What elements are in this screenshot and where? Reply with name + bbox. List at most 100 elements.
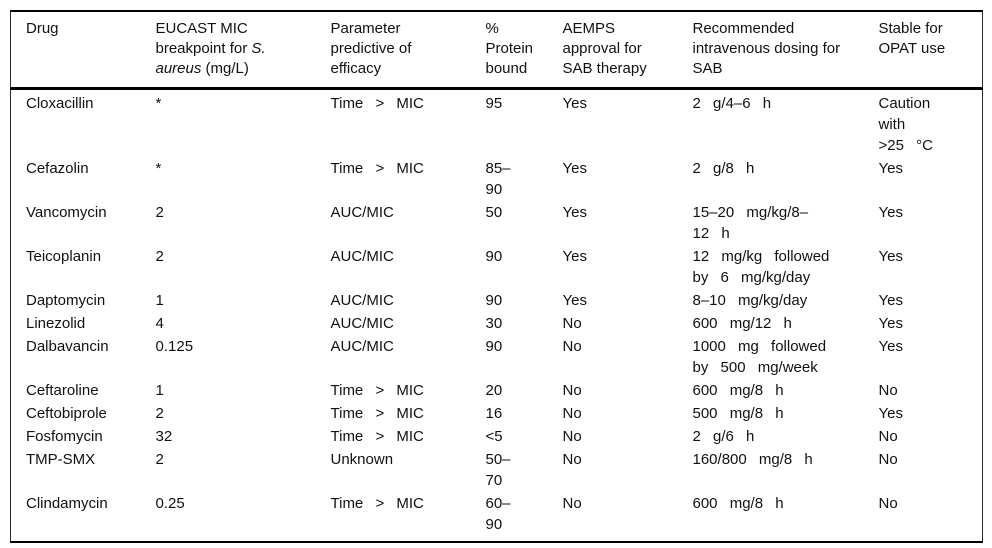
cell-mic: 4 [155,315,164,332]
cell-drug: Fosfomycin [26,428,103,445]
cell-mic: 1 [155,382,164,399]
cell-parameter: AUC/MIC [330,292,394,309]
col-header-dosing: Recommended intravenous dosing for SAB [692,11,879,90]
cell-mic: 2 [155,451,164,468]
cell-drug: Clindamycin [26,495,108,512]
table-row: TMP-SMX 2 Unknown 50– 70 No 160/800 mg/8… [11,448,983,492]
cell-aemps: No [562,382,582,399]
table-row: Ceftaroline 1 Time > MIC 20 No 600 mg/8 … [11,379,983,402]
cell-parameter: Time > MIC [330,95,424,112]
cell-parameter: AUC/MIC [330,338,394,355]
cell-opat: Yes [878,160,903,177]
cell-mic: 0.125 [155,338,194,355]
col-header-protein-bound: % Protein bound [485,11,563,90]
cell-dosing: 12 mg/kg followed by 6 mg/kg/day [692,248,830,286]
cell-aemps: Yes [562,204,587,221]
table-row: Dalbavancin 0.125 AUC/MIC 90 No 1000 mg … [11,335,983,379]
col-header-mic-text: EUCAST MIC breakpoint for [155,20,248,57]
table-row: Vancomycin 2 AUC/MIC 50 Yes 15–20 mg/kg/… [11,201,983,245]
cell-parameter: AUC/MIC [330,204,394,221]
col-header-mic-unit: (mg/L) [201,60,249,77]
cell-protein: 60– 90 [485,495,511,533]
cell-parameter: AUC/MIC [330,248,394,265]
cell-opat: Yes [878,405,903,422]
cell-parameter: Unknown [330,451,394,468]
cell-opat: No [878,451,898,468]
cell-opat: Yes [878,248,903,265]
cell-protein: 85– 90 [485,160,511,198]
cell-parameter: Time > MIC [330,495,424,512]
cell-drug: Cloxacillin [26,95,94,112]
cell-mic: 2 [155,248,164,265]
cell-mic: 2 [155,204,164,221]
cell-parameter: AUC/MIC [330,315,394,332]
table-container: Drug EUCAST MIC breakpoint for S. aureus… [10,10,983,543]
table-row: Fosfomycin 32 Time > MIC <5 No 2 g/6 h N… [11,425,983,448]
col-header-drug: Drug [10,11,156,90]
antibiotic-dosing-table: Drug EUCAST MIC breakpoint for S. aureus… [10,10,983,543]
cell-protein: 90 [485,338,503,355]
cell-protein: 90 [485,248,503,265]
cell-drug: Vancomycin [26,204,107,221]
cell-drug: TMP-SMX [26,451,96,468]
cell-parameter: Time > MIC [330,382,424,399]
cell-parameter: Time > MIC [330,160,424,177]
cell-mic: * [155,160,162,177]
col-header-mic-species: S. aureus [155,40,266,77]
cell-protein: 30 [485,315,503,332]
cell-protein: <5 [485,428,503,445]
cell-opat: No [878,495,898,512]
cell-dosing: 600 mg/12 h [692,315,792,332]
cell-aemps: No [562,495,582,512]
table-row: Ceftobiprole 2 Time > MIC 16 No 500 mg/8… [11,402,983,425]
table-row: Cefazolin * Time > MIC 85– 90 Yes 2 g/8 … [11,157,983,201]
cell-drug: Linezolid [26,315,86,332]
cell-drug: Ceftobiprole [26,405,107,422]
cell-dosing: 2 g/6 h [692,428,755,445]
cell-dosing: 2 g/8 h [692,160,755,177]
cell-protein: 50 [485,204,503,221]
cell-mic: 1 [155,292,164,309]
cell-aemps: Yes [562,160,587,177]
cell-opat: No [878,428,898,445]
table-row: Cloxacillin * Time > MIC 95 Yes 2 g/4–6 … [11,89,983,158]
cell-parameter: Time > MIC [330,405,424,422]
cell-mic: 0.25 [155,495,185,512]
cell-dosing: 600 mg/8 h [692,382,784,399]
cell-aemps: Yes [562,292,587,309]
cell-protein: 95 [485,95,503,112]
cell-mic: * [155,95,162,112]
cell-dosing: 160/800 mg/8 h [692,451,813,468]
col-header-parameter: Parameter predictive of efficacy [330,11,486,90]
cell-protein: 90 [485,292,503,309]
cell-opat: Yes [878,204,903,221]
col-header-opat: Stable for OPAT use [878,11,983,90]
table-row: Linezolid 4 AUC/MIC 30 No 600 mg/12 h Ye… [11,312,983,335]
col-header-mic-breakpoint: EUCAST MIC breakpoint for S. aureus (mg/… [155,11,331,90]
cell-mic: 32 [155,428,173,445]
cell-protein: 20 [485,382,503,399]
cell-aemps: Yes [562,248,587,265]
cell-opat: Yes [878,315,903,332]
cell-dosing: 600 mg/8 h [692,495,784,512]
cell-protein: 16 [485,405,503,422]
cell-aemps: No [562,451,582,468]
col-header-aemps-approval: AEMPS approval for SAB therapy [562,11,693,90]
cell-drug: Ceftaroline [26,382,99,399]
table-row: Daptomycin 1 AUC/MIC 90 Yes 8–10 mg/kg/d… [11,289,983,312]
cell-opat: Caution with >25 °C [878,95,933,154]
cell-aemps: No [562,315,582,332]
cell-aemps: No [562,338,582,355]
cell-dosing: 500 mg/8 h [692,405,784,422]
cell-aemps: No [562,428,582,445]
cell-dosing: 2 g/4–6 h [692,95,772,112]
table-row: Clindamycin 0.25 Time > MIC 60– 90 No 60… [11,492,983,542]
cell-protein: 50– 70 [485,451,511,489]
cell-opat: No [878,382,898,399]
cell-drug: Daptomycin [26,292,106,309]
cell-aemps: No [562,405,582,422]
cell-dosing: 8–10 mg/kg/day [692,292,808,309]
cell-dosing: 1000 mg followed by 500 mg/week [692,338,827,376]
cell-drug: Dalbavancin [26,338,109,355]
cell-parameter: Time > MIC [330,428,424,445]
